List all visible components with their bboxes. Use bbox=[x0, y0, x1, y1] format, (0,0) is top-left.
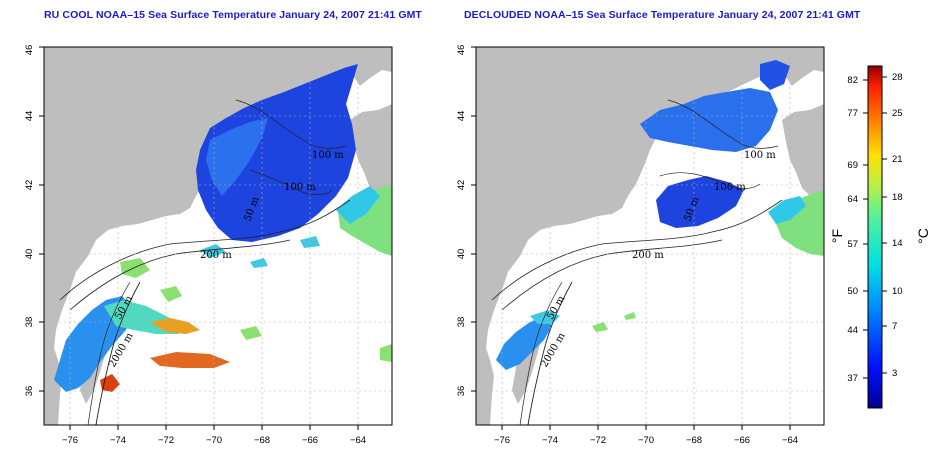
left-map-offshore-warm bbox=[338, 184, 392, 256]
right-x-tick-labels: −76 −74 −72 −70 −68 −66 −64 bbox=[494, 435, 798, 446]
colorbar-c-18: 18 bbox=[892, 192, 903, 203]
left-x-tick-76: −76 bbox=[62, 435, 78, 446]
colorbar-ticks bbox=[863, 76, 887, 379]
right-map-frame bbox=[475, 46, 825, 426]
right-map-northeast-sst bbox=[640, 88, 778, 152]
left-map-contour-200m bbox=[59, 199, 351, 301]
left-map-contour-inner bbox=[87, 281, 131, 425]
left-y-tick-40: 40 bbox=[24, 249, 35, 260]
colorbar-c-10: 10 bbox=[892, 286, 903, 297]
left-x-tick-74: −74 bbox=[110, 435, 126, 446]
left-map-land bbox=[44, 47, 392, 425]
left-y-tick-36: 36 bbox=[24, 386, 35, 397]
left-map-contour-100m bbox=[235, 99, 347, 149]
left-map-graticule bbox=[44, 47, 392, 425]
colorbar-c-14: 14 bbox=[892, 238, 903, 249]
colorbar-unit-fahrenheit: °F bbox=[829, 229, 845, 243]
left-contour-label-1: 100 m bbox=[312, 150, 344, 161]
left-contour-label-2: 100 m bbox=[284, 182, 316, 193]
colorbar-f-57: 57 bbox=[847, 239, 858, 250]
left-map-warm-band-2 bbox=[150, 352, 230, 368]
left-map-ticks bbox=[39, 46, 359, 430]
colorbar-f-64: 64 bbox=[847, 194, 858, 205]
colorbar-gradient bbox=[867, 65, 883, 409]
right-y-tick-42: 42 bbox=[456, 180, 467, 191]
left-map-gulf-of-maine-sst-light bbox=[206, 118, 268, 196]
right-x-tick-74: −74 bbox=[542, 435, 558, 446]
colorbar-f-labels: 82 77 69 64 57 50 44 37 bbox=[847, 75, 858, 384]
left-x-tick-72: −72 bbox=[158, 435, 174, 446]
colorbar-f-77: 77 bbox=[847, 108, 858, 119]
left-map-contour-100m-b bbox=[249, 169, 333, 196]
left-contour-label-4: 200 m bbox=[200, 250, 232, 261]
right-x-tick-66: −66 bbox=[734, 435, 750, 446]
left-map-gulf-of-maine-sst bbox=[196, 64, 358, 242]
right-contour-label-4: 200 m bbox=[632, 250, 664, 261]
colorbar-f-37: 37 bbox=[847, 373, 858, 384]
right-x-tick-64: −64 bbox=[782, 435, 798, 446]
left-map-title: RU COOL NOAA–15 Sea Surface Temperature … bbox=[44, 9, 422, 21]
right-map-contour-100m bbox=[667, 99, 779, 149]
right-x-tick-76: −76 bbox=[494, 435, 510, 446]
colorbar-c-21: 21 bbox=[892, 154, 903, 165]
right-map-contour-inner bbox=[519, 281, 563, 425]
right-contour-label-1: 100 m bbox=[744, 150, 776, 161]
right-map-land-nova-scotia bbox=[782, 104, 824, 200]
right-map-contour-200m bbox=[491, 199, 783, 301]
left-x-tick-64: −64 bbox=[350, 435, 366, 446]
right-x-tick-68: −68 bbox=[686, 435, 702, 446]
left-map-warm-band-1 bbox=[150, 318, 200, 334]
colorbar-c-25: 25 bbox=[892, 108, 903, 119]
right-map: 100 m 100 m 50 m 200 m 50 m 2000 m −76 −… bbox=[456, 45, 825, 446]
right-map-scatter-green bbox=[592, 312, 636, 332]
right-map-gulf-of-maine-sst bbox=[656, 176, 744, 228]
right-map-midatlantic-cyan bbox=[530, 310, 560, 324]
colorbar-f-44: 44 bbox=[847, 325, 858, 336]
right-y-tick-44: 44 bbox=[456, 111, 467, 122]
left-y-tick-labels: 36 38 40 42 44 46 bbox=[24, 45, 35, 397]
right-y-tick-46: 46 bbox=[456, 45, 467, 56]
right-map-land bbox=[476, 47, 824, 425]
colorbar: 82 77 69 64 57 50 44 37 28 25 21 18 14 1… bbox=[829, 65, 931, 409]
colorbar-c-7: 7 bbox=[892, 321, 897, 332]
left-x-tick-68: −68 bbox=[254, 435, 270, 446]
colorbar-f-82: 82 bbox=[847, 75, 858, 86]
right-x-tick-72: −72 bbox=[590, 435, 606, 446]
left-map-scatter-green bbox=[120, 258, 392, 362]
colorbar-c-3: 3 bbox=[892, 368, 897, 379]
colorbar-f-50: 50 bbox=[847, 286, 858, 297]
right-map-offshore-cyan bbox=[768, 196, 806, 224]
colorbar-f-69: 69 bbox=[847, 160, 858, 171]
left-map-contour-2000m bbox=[95, 281, 141, 425]
colorbar-c-labels: 28 25 21 18 14 10 7 3 bbox=[892, 72, 903, 379]
left-x-tick-66: −66 bbox=[302, 435, 318, 446]
right-map-contour-2000m bbox=[527, 281, 573, 425]
colorbar-unit-celsius: °C bbox=[915, 228, 931, 244]
right-map-ticks bbox=[471, 46, 791, 430]
left-x-tick-70: −70 bbox=[206, 435, 222, 446]
right-map-contour-100m-b bbox=[659, 172, 761, 189]
left-y-tick-46: 46 bbox=[24, 45, 35, 56]
left-y-tick-44: 44 bbox=[24, 111, 35, 122]
colorbar-c-28: 28 bbox=[892, 72, 903, 83]
left-map: 100 m 100 m 50 m 200 m 50 m 2000 m −76 bbox=[24, 45, 393, 446]
left-map-offshore-cyan bbox=[336, 186, 380, 224]
left-map-land-nova-scotia bbox=[350, 104, 392, 200]
left-x-tick-labels: −76 −74 −72 −70 −68 −66 −64 bbox=[62, 435, 366, 446]
right-y-tick-labels: 36 38 40 42 44 46 bbox=[456, 45, 467, 397]
right-y-tick-40: 40 bbox=[456, 249, 467, 260]
right-map-bay-of-fundy-sst bbox=[760, 60, 790, 90]
right-map-title: DECLOUDED NOAA–15 Sea Surface Temperatur… bbox=[464, 9, 861, 21]
right-y-tick-36: 36 bbox=[456, 386, 467, 397]
left-map-scatter-cyan bbox=[200, 236, 320, 268]
right-contour-label-2: 100 m bbox=[714, 182, 746, 193]
right-map-graticule bbox=[476, 47, 824, 425]
right-x-tick-70: −70 bbox=[638, 435, 654, 446]
left-map-frame bbox=[43, 46, 393, 426]
left-y-tick-42: 42 bbox=[24, 180, 35, 191]
left-y-tick-38: 38 bbox=[24, 317, 35, 328]
right-map-midatlantic-sst bbox=[496, 316, 552, 370]
right-y-tick-38: 38 bbox=[456, 317, 467, 328]
